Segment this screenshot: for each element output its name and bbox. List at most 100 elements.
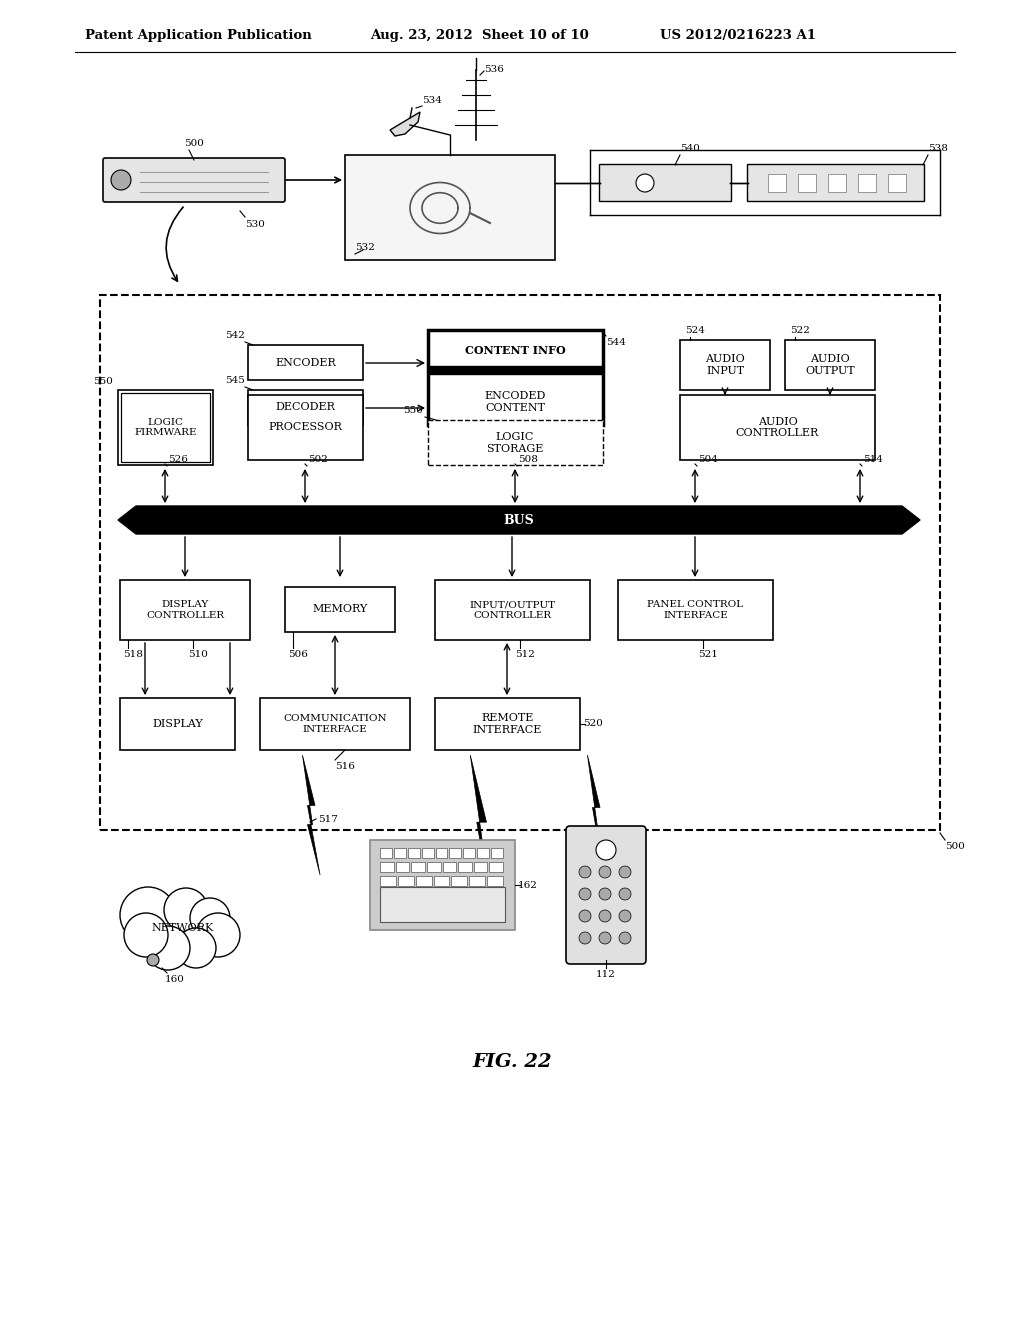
Text: 524: 524 <box>685 326 705 335</box>
Bar <box>458 862 472 873</box>
Text: Patent Application Publication: Patent Application Publication <box>85 29 311 41</box>
Circle shape <box>111 170 131 190</box>
Bar <box>489 862 503 873</box>
Text: 518: 518 <box>123 649 143 659</box>
Circle shape <box>190 898 230 939</box>
Bar <box>474 862 487 873</box>
Text: 545: 545 <box>225 376 245 385</box>
Bar <box>492 847 503 858</box>
Bar <box>422 847 433 858</box>
Text: PROCESSOR: PROCESSOR <box>268 422 342 433</box>
Text: 162: 162 <box>518 880 538 890</box>
Text: AUDIO
INPUT: AUDIO INPUT <box>706 354 744 376</box>
Text: 544: 544 <box>606 338 626 347</box>
Bar <box>345 154 555 260</box>
Circle shape <box>124 913 168 957</box>
Text: AUDIO
CONTROLLER: AUDIO CONTROLLER <box>736 417 819 438</box>
Bar <box>412 862 425 873</box>
Bar <box>477 847 489 858</box>
Bar <box>785 341 874 389</box>
Text: 532: 532 <box>355 243 375 252</box>
Text: 514: 514 <box>863 455 883 465</box>
Text: 536: 536 <box>484 66 504 74</box>
Bar <box>442 862 456 873</box>
Circle shape <box>120 887 176 942</box>
Circle shape <box>579 932 591 944</box>
Bar <box>121 393 210 462</box>
Text: 500: 500 <box>184 139 204 148</box>
Text: 160: 160 <box>165 975 185 983</box>
Bar <box>120 579 250 640</box>
Bar <box>858 174 876 191</box>
Text: 550: 550 <box>93 378 113 387</box>
Text: Aug. 23, 2012  Sheet 10 of 10: Aug. 23, 2012 Sheet 10 of 10 <box>370 29 589 41</box>
Polygon shape <box>390 112 420 136</box>
Bar <box>427 862 440 873</box>
Bar <box>248 395 362 459</box>
Bar <box>433 876 450 886</box>
Circle shape <box>147 954 159 966</box>
Text: REMOTE
INTERFACE: REMOTE INTERFACE <box>473 713 542 735</box>
Text: 520: 520 <box>583 719 603 729</box>
Text: INPUT/OUTPUT
CONTROLLER: INPUT/OUTPUT CONTROLLER <box>469 601 556 619</box>
Bar <box>618 579 773 640</box>
Circle shape <box>176 928 216 968</box>
Text: 512: 512 <box>515 649 535 659</box>
Circle shape <box>618 888 631 900</box>
FancyBboxPatch shape <box>746 164 924 201</box>
Text: 521: 521 <box>698 649 718 659</box>
Text: 530: 530 <box>245 220 265 228</box>
Bar <box>100 294 940 830</box>
Circle shape <box>146 927 190 970</box>
Text: COMMUNICATION
INTERFACE: COMMUNICATION INTERFACE <box>284 714 387 734</box>
Text: DISPLAY
CONTROLLER: DISPLAY CONTROLLER <box>146 601 224 619</box>
Text: 522: 522 <box>790 326 810 335</box>
Polygon shape <box>588 755 605 880</box>
Bar <box>450 847 462 858</box>
Bar <box>394 847 406 858</box>
Bar <box>380 876 396 886</box>
Circle shape <box>579 909 591 921</box>
Bar <box>380 887 505 921</box>
Bar <box>120 698 234 750</box>
Text: ENCODED
CONTENT: ENCODED CONTENT <box>484 391 546 413</box>
Text: 502: 502 <box>308 455 328 465</box>
Circle shape <box>618 932 631 944</box>
Bar <box>680 341 770 389</box>
Circle shape <box>164 888 208 932</box>
Text: 550: 550 <box>403 407 423 414</box>
Text: 112: 112 <box>596 970 616 979</box>
Text: 500: 500 <box>945 842 965 851</box>
Bar <box>487 876 503 886</box>
Bar <box>428 330 603 425</box>
Text: NETWORK: NETWORK <box>152 923 214 933</box>
Circle shape <box>636 174 654 191</box>
Bar <box>285 587 395 632</box>
Bar <box>452 876 467 886</box>
Bar <box>888 174 906 191</box>
Bar <box>260 698 410 750</box>
Circle shape <box>618 909 631 921</box>
Circle shape <box>599 866 611 878</box>
Text: CONTENT INFO: CONTENT INFO <box>465 345 565 355</box>
Polygon shape <box>470 755 493 915</box>
Text: 526: 526 <box>168 455 187 465</box>
Circle shape <box>579 866 591 878</box>
Text: 538: 538 <box>928 144 948 153</box>
Circle shape <box>196 913 240 957</box>
Text: MEMORY: MEMORY <box>312 605 368 615</box>
Text: 510: 510 <box>188 649 208 659</box>
Text: LOGIC
STORAGE: LOGIC STORAGE <box>486 432 544 454</box>
Bar <box>469 876 485 886</box>
Circle shape <box>579 888 591 900</box>
Text: PANEL CONTROL
INTERFACE: PANEL CONTROL INTERFACE <box>647 601 743 619</box>
Text: 540: 540 <box>680 144 699 153</box>
FancyBboxPatch shape <box>599 164 731 201</box>
Bar <box>416 876 431 886</box>
Bar <box>248 345 362 380</box>
Text: 506: 506 <box>288 649 308 659</box>
Bar <box>680 395 874 459</box>
Text: 516: 516 <box>335 762 355 771</box>
Bar <box>463 847 475 858</box>
Text: 508: 508 <box>518 455 538 465</box>
